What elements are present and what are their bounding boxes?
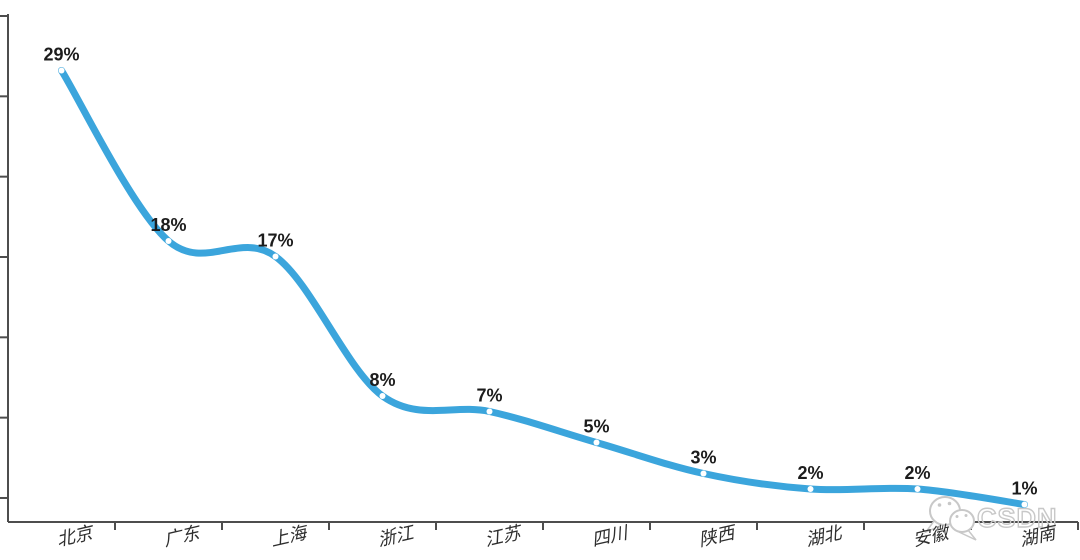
data-label: 29%: [43, 45, 79, 65]
data-label: 2%: [904, 463, 930, 483]
series-line: [58, 67, 1028, 508]
data-label: 17%: [257, 231, 293, 251]
wechat-eye: [937, 503, 942, 507]
data-point-marker: [1021, 501, 1028, 508]
data-point-marker: [593, 439, 600, 446]
wechat-eye: [947, 501, 952, 506]
data-label: 5%: [583, 417, 609, 437]
watermark: CSDN: [923, 496, 1058, 541]
data-point-marker: [58, 67, 65, 74]
data-point-marker: [914, 486, 921, 492]
wechat-eye: [964, 514, 968, 517]
wechat-icon: [923, 496, 977, 541]
data-point-marker: [165, 238, 172, 244]
watermark-text: CSDN: [977, 503, 1058, 533]
data-point-marker: [700, 470, 707, 477]
data-label: 3%: [690, 448, 716, 468]
wechat-eye: [955, 515, 959, 518]
data-point-marker: [272, 253, 279, 260]
data-point-marker: [486, 408, 493, 415]
data-point-marker: [807, 486, 814, 492]
data-label: 2%: [797, 463, 823, 483]
data-label: 8%: [369, 370, 395, 390]
data-label: 7%: [476, 386, 502, 406]
data-point-marker: [379, 393, 386, 399]
data-label: 18%: [150, 215, 186, 235]
data-label: 1%: [1011, 479, 1037, 499]
